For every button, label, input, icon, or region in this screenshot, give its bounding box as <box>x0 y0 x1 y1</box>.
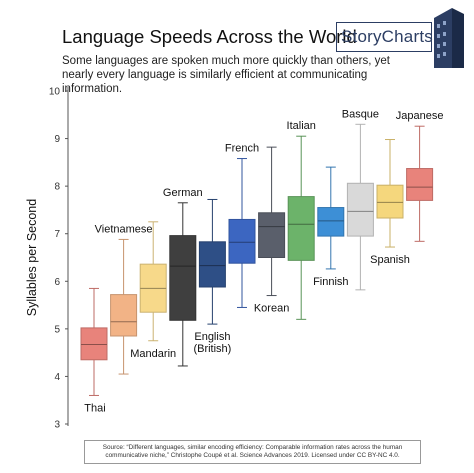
box-japanese <box>406 168 434 201</box>
language-label: Mandarin <box>130 348 176 360</box>
y-tick-label: 8 <box>54 182 60 193</box>
y-axis-title: Syllables per Second <box>25 199 39 316</box>
language-label: Korean <box>254 303 289 315</box>
logo-text: StoryCharts <box>341 27 433 46</box>
box-basque <box>346 182 374 237</box>
y-tick-label: 10 <box>49 87 61 98</box>
box-french <box>228 218 256 264</box>
language-label: Basque <box>342 108 379 120</box>
y-tick-label: 7 <box>54 229 60 240</box>
box-italian <box>287 196 315 261</box>
language-label: Spanish <box>370 254 410 266</box>
language-label: Finnish <box>313 276 348 288</box>
box-german <box>169 235 197 321</box>
language-label: Italian <box>287 120 316 132</box>
y-tick-label: 5 <box>54 324 60 335</box>
language-label: (British) <box>193 343 231 355</box>
logo-underline <box>337 51 431 52</box>
y-tick-label: 3 <box>54 420 60 431</box>
storycharts-logo: StoryCharts <box>336 22 433 52</box>
y-tick-label: 4 <box>54 372 60 383</box>
building-icon <box>434 8 464 68</box>
box-english <box>198 241 226 288</box>
box-spanish <box>376 184 404 219</box>
chart-title: Language Speeds Across the World <box>62 26 357 47</box>
y-tick-label: 6 <box>54 277 60 288</box>
language-label: Thai <box>84 402 105 414</box>
language-label: Japanese <box>396 110 444 122</box>
y-tick-label: 9 <box>54 134 60 145</box>
language-label: French <box>225 143 259 155</box>
box-finnish <box>317 207 345 237</box>
chart-subtitle: Some languages are spoken much more quic… <box>62 55 390 95</box>
box-vietnamese <box>110 294 138 337</box>
source-line-2: communicative niche,” Christophe Coupé e… <box>105 452 400 459</box>
source-note: Source: “Different languages, similar en… <box>84 440 421 464</box>
box-thai <box>80 327 108 361</box>
language-label: English <box>194 331 230 343</box>
box-korean <box>258 212 286 258</box>
source-line-1: Source: “Different languages, similar en… <box>102 444 403 451</box>
language-label: German <box>163 187 203 199</box>
language-label: Vietnamese <box>95 223 153 235</box>
